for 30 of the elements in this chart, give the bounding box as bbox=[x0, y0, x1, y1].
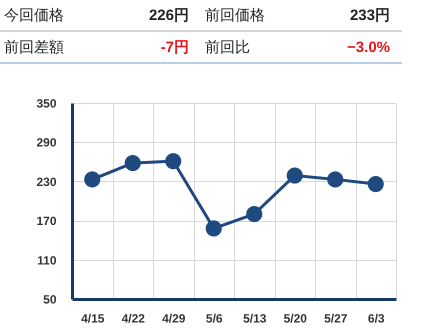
point bbox=[84, 171, 100, 188]
point bbox=[286, 167, 303, 184]
point bbox=[124, 155, 141, 172]
y-tick-label: 230 bbox=[36, 174, 57, 189]
text: 前回比 bbox=[204, 38, 251, 56]
text: 今回価格 bbox=[3, 6, 65, 24]
x-tick-label: 5/13 bbox=[243, 312, 267, 326]
point bbox=[206, 220, 222, 236]
x-tick-label: 5/20 bbox=[284, 312, 308, 326]
x-tick-label: 4/22 bbox=[122, 312, 146, 326]
y-tick-label: 290 bbox=[36, 136, 57, 150]
point bbox=[327, 171, 344, 188]
y-tick-label: 170 bbox=[36, 214, 57, 228]
text: 233円 bbox=[348, 6, 391, 24]
x-tick-label: 4/29 bbox=[162, 312, 186, 326]
y-tick-label: 350 bbox=[36, 96, 57, 110]
text: 226円 bbox=[148, 6, 190, 24]
x-tick-label: 4/15 bbox=[81, 312, 105, 326]
x-tick-label: 6/3 bbox=[368, 312, 385, 326]
point bbox=[368, 176, 384, 192]
x-tick-label: 5/27 bbox=[324, 312, 348, 326]
x-tick-label: 5/6 bbox=[206, 312, 223, 326]
y-tick-label: 110 bbox=[37, 253, 57, 268]
text: 前回差額 bbox=[3, 38, 65, 56]
point bbox=[165, 153, 182, 170]
y-tick-label: 50 bbox=[43, 292, 57, 306]
point bbox=[246, 206, 262, 222]
text: -7円 bbox=[160, 38, 190, 56]
text: −3.0% bbox=[346, 38, 391, 56]
text: 前回価格 bbox=[204, 6, 266, 24]
